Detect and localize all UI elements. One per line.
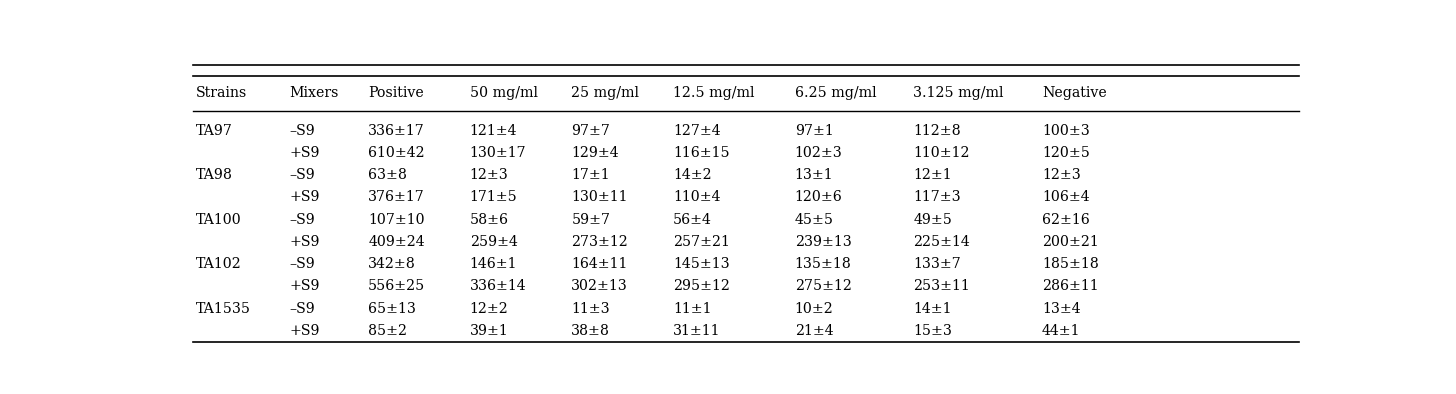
- Text: 133±7: 133±7: [913, 257, 961, 271]
- Text: 336±17: 336±17: [368, 124, 425, 138]
- Text: 21±4: 21±4: [795, 324, 833, 338]
- Text: –S9: –S9: [290, 124, 314, 138]
- Text: Mixers: Mixers: [290, 86, 339, 100]
- Text: 239±13: 239±13: [795, 235, 852, 249]
- Text: 336±14: 336±14: [470, 279, 527, 294]
- Text: 106±4: 106±4: [1042, 190, 1089, 204]
- Text: 58±6: 58±6: [470, 213, 508, 227]
- Text: 62±16: 62±16: [1042, 213, 1089, 227]
- Text: 49±5: 49±5: [913, 213, 952, 227]
- Text: 17±1: 17±1: [571, 168, 610, 182]
- Text: 120±5: 120±5: [1042, 146, 1089, 160]
- Text: 12±3: 12±3: [470, 168, 508, 182]
- Text: 15±3: 15±3: [913, 324, 952, 338]
- Text: 556±25: 556±25: [368, 279, 425, 294]
- Text: 130±17: 130±17: [470, 146, 527, 160]
- Text: TA102: TA102: [195, 257, 242, 271]
- Text: 257±21: 257±21: [673, 235, 729, 249]
- Text: 110±12: 110±12: [913, 146, 970, 160]
- Text: 116±15: 116±15: [673, 146, 729, 160]
- Text: Strains: Strains: [195, 86, 246, 100]
- Text: 31±11: 31±11: [673, 324, 721, 338]
- Text: TA1535: TA1535: [195, 302, 250, 316]
- Text: 275±12: 275±12: [795, 279, 852, 294]
- Text: 59±7: 59±7: [571, 213, 610, 227]
- Text: 127±4: 127±4: [673, 124, 721, 138]
- Text: 302±13: 302±13: [571, 279, 628, 294]
- Text: 121±4: 121±4: [470, 124, 517, 138]
- Text: TA97: TA97: [195, 124, 233, 138]
- Text: 11±3: 11±3: [571, 302, 610, 316]
- Text: TA98: TA98: [195, 168, 233, 182]
- Text: 65±13: 65±13: [368, 302, 416, 316]
- Text: 259±4: 259±4: [470, 235, 518, 249]
- Text: 129±4: 129±4: [571, 146, 619, 160]
- Text: 342±8: 342±8: [368, 257, 416, 271]
- Text: –S9: –S9: [290, 168, 314, 182]
- Text: 286±11: 286±11: [1042, 279, 1098, 294]
- Text: –S9: –S9: [290, 213, 314, 227]
- Text: TA100: TA100: [195, 213, 242, 227]
- Text: 110±4: 110±4: [673, 190, 721, 204]
- Text: 45±5: 45±5: [795, 213, 834, 227]
- Text: 97±7: 97±7: [571, 124, 610, 138]
- Text: 130±11: 130±11: [571, 190, 628, 204]
- Text: +S9: +S9: [290, 324, 320, 338]
- Text: 376±17: 376±17: [368, 190, 425, 204]
- Text: 10±2: 10±2: [795, 302, 833, 316]
- Text: 185±18: 185±18: [1042, 257, 1099, 271]
- Text: 295±12: 295±12: [673, 279, 729, 294]
- Text: 102±3: 102±3: [795, 146, 843, 160]
- Text: 11±1: 11±1: [673, 302, 712, 316]
- Text: –S9: –S9: [290, 257, 314, 271]
- Text: 171±5: 171±5: [470, 190, 517, 204]
- Text: 409±24: 409±24: [368, 235, 425, 249]
- Text: 117±3: 117±3: [913, 190, 961, 204]
- Text: 610±42: 610±42: [368, 146, 425, 160]
- Text: 12±1: 12±1: [913, 168, 952, 182]
- Text: 14±1: 14±1: [913, 302, 952, 316]
- Text: 273±12: 273±12: [571, 235, 628, 249]
- Text: 13±1: 13±1: [795, 168, 833, 182]
- Text: 120±6: 120±6: [795, 190, 843, 204]
- Text: 200±21: 200±21: [1042, 235, 1099, 249]
- Text: 6.25 mg/ml: 6.25 mg/ml: [795, 86, 877, 100]
- Text: 85±2: 85±2: [368, 324, 408, 338]
- Text: Positive: Positive: [368, 86, 424, 100]
- Text: –S9: –S9: [290, 302, 314, 316]
- Text: 100±3: 100±3: [1042, 124, 1089, 138]
- Text: 107±10: 107±10: [368, 213, 425, 227]
- Text: 12.5 mg/ml: 12.5 mg/ml: [673, 86, 754, 100]
- Text: 225±14: 225±14: [913, 235, 970, 249]
- Text: 146±1: 146±1: [470, 257, 517, 271]
- Text: 63±8: 63±8: [368, 168, 408, 182]
- Text: 50 mg/ml: 50 mg/ml: [470, 86, 537, 100]
- Text: +S9: +S9: [290, 235, 320, 249]
- Text: 38±8: 38±8: [571, 324, 610, 338]
- Text: 145±13: 145±13: [673, 257, 729, 271]
- Text: +S9: +S9: [290, 146, 320, 160]
- Text: +S9: +S9: [290, 190, 320, 204]
- Text: 14±2: 14±2: [673, 168, 712, 182]
- Text: 39±1: 39±1: [470, 324, 508, 338]
- Text: 3.125 mg/ml: 3.125 mg/ml: [913, 86, 1003, 100]
- Text: 135±18: 135±18: [795, 257, 852, 271]
- Text: +S9: +S9: [290, 279, 320, 294]
- Text: 12±3: 12±3: [1042, 168, 1080, 182]
- Text: 253±11: 253±11: [913, 279, 970, 294]
- Text: 97±1: 97±1: [795, 124, 833, 138]
- Text: 44±1: 44±1: [1042, 324, 1080, 338]
- Text: 164±11: 164±11: [571, 257, 628, 271]
- Text: 112±8: 112±8: [913, 124, 961, 138]
- Text: 56±4: 56±4: [673, 213, 712, 227]
- Text: 25 mg/ml: 25 mg/ml: [571, 86, 639, 100]
- Text: Negative: Negative: [1042, 86, 1107, 100]
- Text: 13±4: 13±4: [1042, 302, 1080, 316]
- Text: 12±2: 12±2: [470, 302, 508, 316]
